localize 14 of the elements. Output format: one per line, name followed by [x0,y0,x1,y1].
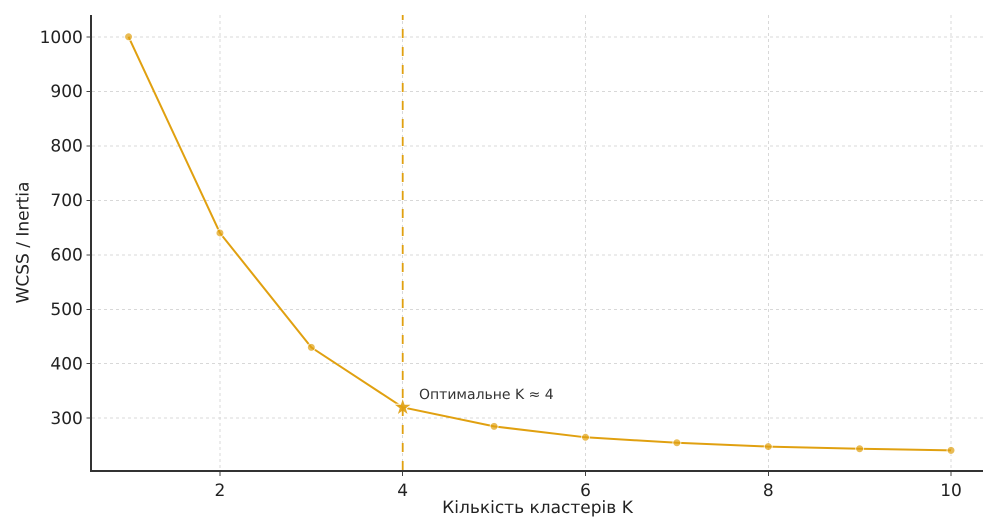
y-axis-title: WCSS / Inertia [14,182,34,304]
y-tick-label: 700 [50,191,83,212]
x-tick-label: 2 [214,481,226,502]
x-tick-label: 4 [397,481,408,502]
y-tick-label: 300 [50,409,83,430]
y-tick-label: 900 [50,82,83,102]
y-tick-label: 600 [50,246,83,266]
x-tick-label: 8 [762,481,774,502]
x-tick-label: 10 [940,481,962,502]
y-tick-label: 400 [50,354,83,375]
y-tick-label: 800 [50,136,83,157]
y-tick-label: 500 [50,300,83,320]
y-tick-label: 1000 [40,28,83,48]
annotation: Оптимальне K ≈ 4 [419,387,554,403]
